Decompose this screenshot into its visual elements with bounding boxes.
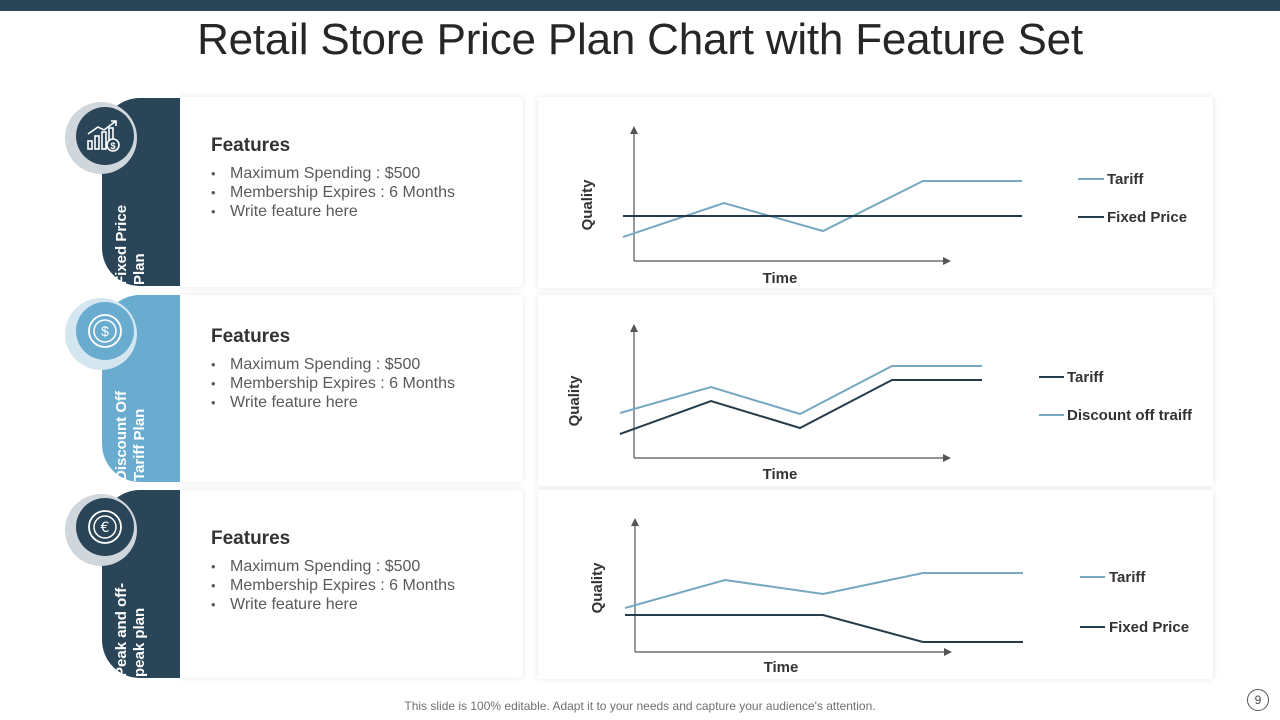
x-axis-label: Time: [763, 270, 798, 287]
features-heading: Features: [211, 528, 291, 549]
feature-item: Membership Expires : 6 Months: [211, 183, 455, 202]
feature-item: Maximum Spending : $500: [211, 355, 455, 374]
feature-item: Maximum Spending : $500: [211, 164, 455, 183]
features-list: Maximum Spending : $500 Membership Expir…: [211, 355, 455, 412]
feature-item: Maximum Spending : $500: [211, 557, 455, 576]
y-axis-label: Quality: [589, 562, 606, 614]
feature-item: Write feature here: [211, 393, 455, 412]
top-accent-bar: [0, 0, 1280, 11]
feature-item: Write feature here: [211, 202, 455, 221]
features-heading: Features: [211, 135, 291, 156]
plan-label-line: Plan: [131, 253, 148, 285]
features-list: Maximum Spending : $500 Membership Expir…: [211, 557, 455, 614]
dollar-coin-icon: $: [76, 302, 134, 360]
chart-card: Time Quality Tariff Fixed Price: [538, 97, 1213, 288]
page-number: 9: [1247, 689, 1269, 711]
y-axis-label: Quality: [579, 179, 596, 231]
legend-label: Tariff: [1067, 369, 1104, 386]
x-axis-label: Time: [764, 659, 799, 676]
features-card: Features Maximum Spending : $500 Members…: [180, 490, 523, 678]
svg-text:$: $: [101, 323, 109, 339]
feature-item: Membership Expires : 6 Months: [211, 576, 455, 595]
y-axis-label: Quality: [566, 375, 583, 427]
footer-note: This slide is 100% editable. Adapt it to…: [404, 699, 876, 713]
line-chart: Time Quality Tariff Fixed Price: [589, 518, 1189, 676]
plan-label-line: Tariff Plan: [131, 408, 148, 481]
line-chart: Time Quality Tariff Fixed Price: [579, 126, 1187, 287]
features-card: Features Maximum Spending : $500 Members…: [180, 295, 523, 482]
plan-label-line: peak plan: [131, 607, 148, 677]
legend-label: Discount off traiff: [1067, 407, 1193, 424]
chart-card: Time Quality Tariff Fixed Price: [538, 490, 1213, 679]
features-heading: Features: [211, 326, 291, 347]
chart-card: Time Quality Tariff Discount off traiff: [538, 295, 1213, 486]
legend-label: Fixed Price: [1109, 619, 1189, 636]
svg-text:$: $: [110, 141, 115, 151]
svg-text:€: €: [101, 520, 110, 536]
page-title: Retail Store Price Plan Chart with Featu…: [197, 15, 1083, 64]
growth-chart-dollar-icon: $: [76, 107, 134, 165]
features-card: Features Maximum Spending : $500 Members…: [180, 97, 523, 287]
legend-label: Tariff: [1107, 171, 1144, 188]
feature-item: Membership Expires : 6 Months: [211, 374, 455, 393]
x-axis-label: Time: [763, 466, 798, 483]
line-chart: Time Quality Tariff Discount off traiff: [566, 324, 1193, 483]
features-list: Maximum Spending : $500 Membership Expir…: [211, 164, 455, 221]
feature-item: Write feature here: [211, 595, 455, 614]
euro-coin-icon: €: [76, 498, 134, 556]
legend-label: Fixed Price: [1107, 209, 1187, 226]
legend-label: Tariff: [1109, 569, 1146, 586]
